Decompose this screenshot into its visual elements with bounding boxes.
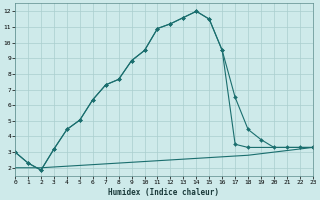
X-axis label: Humidex (Indice chaleur): Humidex (Indice chaleur) <box>108 188 220 197</box>
